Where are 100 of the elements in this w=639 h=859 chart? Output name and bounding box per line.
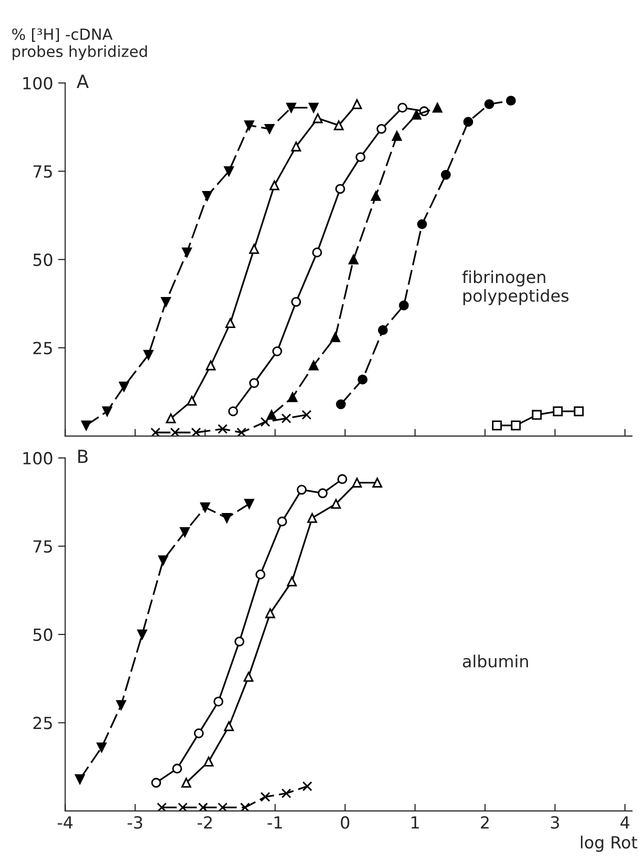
point: [277, 516, 288, 526]
point: [244, 672, 254, 682]
point: [198, 802, 208, 811]
y-tick-label: 75: [34, 165, 52, 178]
y-tick-label: 25: [33, 716, 52, 730]
point: [202, 191, 212, 201]
point: [510, 420, 521, 430]
x-tick-label: -3: [128, 816, 142, 829]
point: [288, 392, 298, 402]
annotation: B: [78, 450, 88, 463]
y-tick-label: 75: [34, 540, 52, 553]
point: [228, 406, 238, 416]
point: [161, 296, 171, 307]
point: [244, 498, 254, 509]
point: [331, 498, 341, 509]
point: [308, 360, 319, 370]
point: [417, 219, 427, 230]
point: [194, 728, 204, 738]
point: [286, 102, 296, 113]
annotation: A: [76, 74, 89, 88]
point: [200, 502, 210, 512]
point: [334, 120, 344, 130]
point: [249, 378, 260, 388]
point: [432, 102, 442, 113]
point: [281, 788, 292, 798]
point: [372, 478, 382, 488]
point: [156, 802, 167, 811]
point: [392, 131, 402, 141]
point: [170, 428, 180, 436]
point: [398, 102, 408, 113]
point: [312, 248, 322, 258]
point: [356, 152, 366, 162]
point: [74, 774, 85, 784]
point: [532, 410, 542, 420]
point: [178, 802, 188, 811]
point: [218, 802, 228, 811]
point: [116, 700, 126, 710]
point: [102, 406, 112, 416]
x-tick-label: -1: [268, 816, 282, 829]
point: [358, 374, 368, 384]
point: [337, 474, 348, 484]
x-tick-label: 4: [620, 816, 630, 829]
point: [191, 428, 201, 436]
point: [272, 346, 282, 356]
point: [255, 570, 266, 580]
point: [286, 576, 297, 586]
point: [119, 382, 129, 392]
point: [225, 318, 236, 328]
point: [335, 184, 346, 194]
x-tick-label: 3: [550, 816, 559, 829]
point: [318, 488, 328, 498]
point: [236, 428, 246, 436]
point: [224, 721, 234, 732]
y-axis-title: % [³H] -cDNA probes hybridized: [12, 28, 147, 60]
point: [182, 248, 192, 258]
annotation: albumin: [462, 654, 528, 668]
point: [269, 180, 280, 190]
point: [266, 410, 277, 420]
x-tick-label: -4: [58, 816, 73, 829]
point: [222, 513, 232, 523]
point: [291, 142, 302, 152]
point: [244, 120, 254, 130]
point: [181, 778, 192, 788]
point: [204, 756, 214, 766]
point: [352, 478, 362, 488]
point: [144, 350, 154, 360]
y-tick-label: 100: [23, 76, 52, 90]
point: [552, 406, 563, 416]
point: [172, 764, 182, 774]
x-tick-label: 0: [340, 816, 350, 829]
point: [158, 555, 168, 566]
point: [574, 406, 584, 416]
x-axis-title: log Rot: [580, 836, 638, 852]
point: [260, 792, 270, 802]
point: [348, 254, 358, 264]
point: [330, 332, 340, 342]
point: [484, 99, 494, 110]
point: [150, 428, 160, 436]
point: [281, 413, 292, 424]
point: [308, 102, 319, 113]
x-tick-label: 2: [480, 816, 489, 829]
x-tick-label: 1: [412, 816, 419, 829]
point: [260, 416, 270, 427]
point: [186, 396, 197, 406]
point: [376, 124, 386, 134]
point: [378, 325, 388, 336]
point: [370, 191, 381, 201]
point: [234, 636, 244, 646]
point: [213, 696, 224, 706]
point: [206, 360, 216, 370]
y-tick-label: 25: [33, 342, 52, 354]
annotation: fibrinogen polypeptides: [462, 270, 568, 306]
point: [265, 608, 276, 618]
x-tick-label: -2: [198, 816, 212, 829]
point: [96, 742, 106, 752]
point: [264, 124, 274, 134]
y-tick-label: 50: [33, 628, 52, 642]
point: [166, 413, 176, 424]
point: [398, 300, 409, 310]
point: [463, 116, 474, 127]
